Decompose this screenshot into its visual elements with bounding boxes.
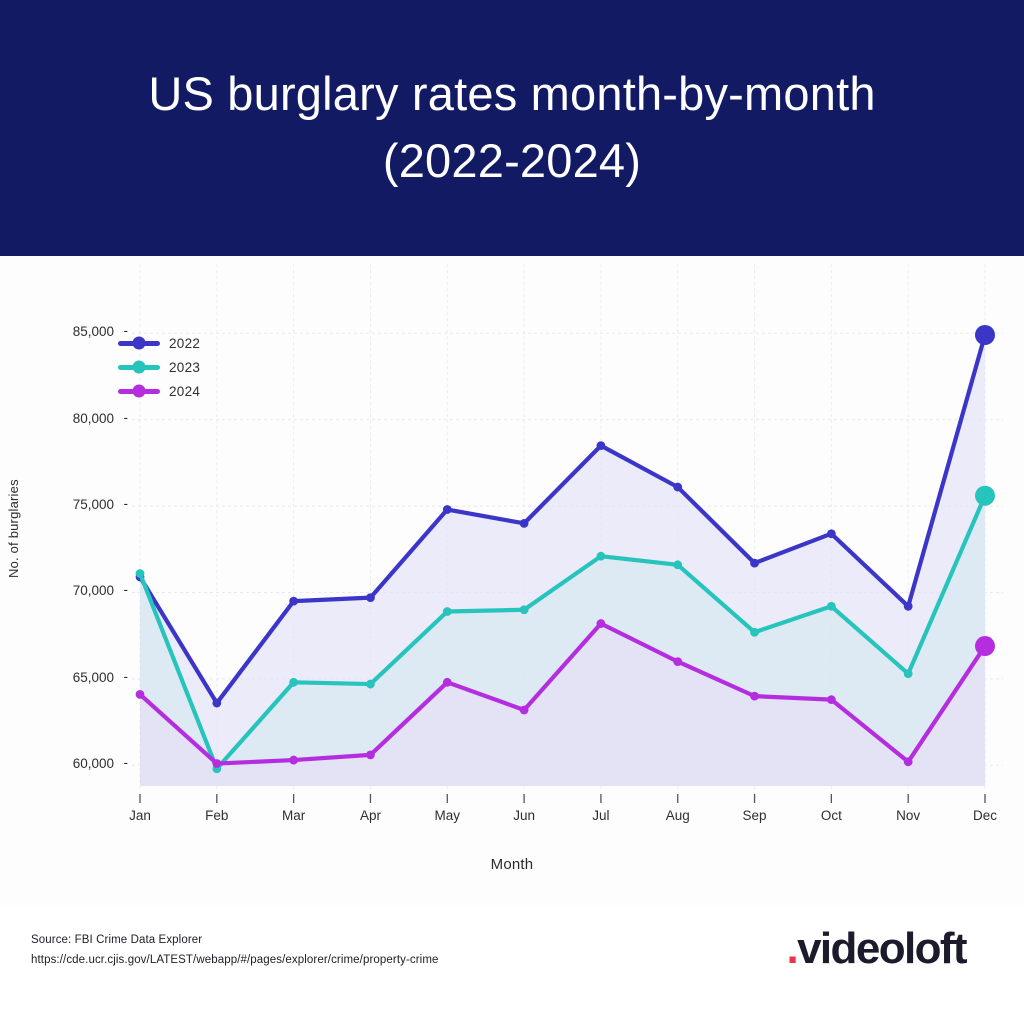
legend-item-2022[interactable]: 2022 [118,335,201,351]
data-point-2022-Jul [596,441,606,450]
x-tick-label: Dec [972,808,997,823]
legend-item-2024[interactable]: 2024 [118,383,201,399]
data-point-2024-Oct [826,695,836,705]
data-point-2024-Jan [135,690,145,699]
data-point-2022-Dec [975,325,995,346]
videoloft-logo: . videoloft [786,924,968,974]
data-point-2024-Nov [903,757,913,767]
y-tick-label: 80,000 [72,410,114,426]
data-point-2023-Dec [975,485,995,506]
footer: Source: FBI Crime Data Explorer https://… [0,906,1024,1024]
y-tick-label: 75,000 [72,497,114,513]
x-tick-label: Feb [205,808,229,823]
data-point-2022-May [442,505,452,514]
data-point-2022-Sep [750,558,759,568]
line-series-2024 [137,621,988,766]
legend-swatch-2023 [118,364,160,370]
data-point-2023-Aug [673,560,683,570]
x-tick-label: Aug [665,808,690,823]
logo-dot-icon: . [786,924,798,973]
y-tick-mark: - [123,496,129,512]
data-point-2024-Apr [366,750,375,760]
y-tick-mark: - [123,409,129,425]
legend-swatch-2024 [118,388,160,394]
data-point-2023-Oct [826,601,836,611]
data-point-2023-Sep [750,627,759,637]
data-point-2024-Jun [519,705,529,715]
data-point-2023-Jun [519,605,529,615]
legend-label-2023: 2023 [169,359,201,375]
legend-item-2023[interactable]: 2023 [118,359,201,375]
chart-region: No. of burglaries Month 2022 2023 2024 6… [0,256,1024,906]
x-tick-label: Oct [820,808,842,823]
data-point-2024-Aug [673,657,683,666]
data-point-2024-Mar [289,755,299,765]
source-line-1: Source: FBI Crime Data Explorer [31,934,203,946]
data-point-2023-Mar [289,677,299,687]
data-point-2024-Dec [975,636,995,657]
x-tick-label: Apr [359,808,381,823]
area-fill-2024 [140,623,985,786]
y-tick-mark: - [123,323,129,339]
data-point-2022-Apr [366,593,375,603]
data-point-2023-May [442,607,452,616]
x-axis-title: Month [490,856,534,873]
y-tick-label: 85,000 [72,324,114,340]
data-point-2022-Feb [212,698,222,708]
data-point-2022-Jun [519,518,529,528]
y-tick-mark: - [123,755,129,771]
y-tick-label: 60,000 [72,756,114,772]
y-tick-label: 70,000 [72,583,114,599]
chart-legend: 2022 2023 2024 [118,335,201,399]
data-point-2023-Jul [596,551,606,561]
page-title-line-1: US burglary rates month-by-month [148,67,876,121]
x-tick-label: Sep [742,808,767,823]
data-point-2022-Aug [673,482,683,492]
data-point-2024-May [442,677,452,687]
source-credit: Source: FBI Crime Data Explorer https://… [31,930,439,970]
x-tick-label: Mar [282,808,306,823]
plot-area [0,256,1024,906]
data-point-2023-Apr [366,679,375,689]
data-point-2023-Nov [903,669,913,679]
y-tick-mark: - [123,582,129,598]
x-tick-label: Jun [513,808,535,823]
data-point-2023-Jan [135,569,145,578]
source-url[interactable]: https://cde.ucr.cjis.gov/LATEST/webapp/#… [31,954,439,967]
data-point-2024-Sep [750,691,759,701]
data-point-2024-Feb [212,759,222,768]
x-tick-label: Nov [896,808,921,823]
legend-swatch-2022 [118,340,160,346]
header-banner: US burglary rates month-by-month (2022-2… [0,0,1024,256]
x-tick-label: May [434,808,461,823]
y-tick-label: 65,000 [72,669,114,685]
line-series-2023 [137,493,988,771]
legend-label-2022: 2022 [169,335,201,351]
data-point-2022-Oct [826,529,836,539]
x-tick-label: Jan [129,808,151,823]
data-point-2024-Jul [596,619,606,628]
page-title-line-2: (2022-2024) [382,134,642,187]
line-series-2022 [137,332,988,706]
data-point-2022-Mar [289,596,299,606]
logo-wordmark: videoloft [797,924,968,973]
x-tick-label: Jul [592,808,610,823]
y-tick-mark: - [123,668,129,684]
legend-label-2024: 2024 [169,383,201,399]
data-point-2022-Nov [903,601,913,611]
line-chart-svg [132,264,1003,803]
